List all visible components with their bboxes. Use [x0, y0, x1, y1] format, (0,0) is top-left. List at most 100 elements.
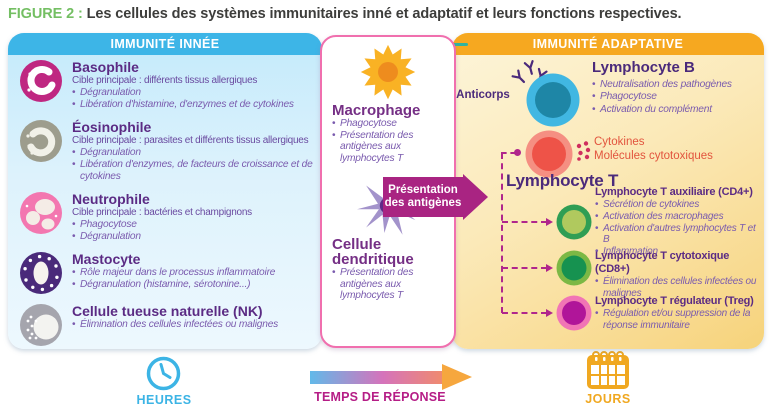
cell-target: Cible principale : différents tissus all… [72, 75, 258, 86]
connector-arrowhead-treg [546, 308, 553, 317]
mast-cell-icon [20, 252, 62, 294]
cell-bullet: Dégranulation [72, 231, 252, 243]
cytokine-dots-icon [576, 141, 591, 161]
cell-bullet: Activation d'autres lymphocytes T et B [595, 223, 761, 247]
cytokines-label: Cytokines [594, 136, 645, 148]
neutrophile-text: Neutrophile Cible principale : bactéries… [72, 191, 252, 243]
cell-bullet: Régulation et/ou suppression de la répon… [595, 308, 761, 332]
dendritic-cell-title: Cellule dendritique [332, 236, 414, 268]
cell-bullet: Phagocytose [332, 118, 444, 130]
cell-bullet: Dégranulation [72, 147, 314, 159]
treg-regulatory-t-text: Lymphocyte T régulateur (Treg) Régulatio… [595, 295, 761, 332]
adaptive-panel-header: IMMUNITÉ ADAPTATIVE [452, 33, 764, 55]
cell-bullet: Dégranulation [72, 87, 294, 99]
innate-panel-header: IMMUNITÉ INNÉE [8, 33, 322, 55]
antibody-icon [511, 60, 548, 84]
connector-arrowhead-cd8 [546, 263, 553, 272]
connector-branch-treg [502, 312, 547, 314]
antibodies-label: Anticorps [456, 89, 510, 101]
list-item-basophile: Basophile Cible principale : différents … [19, 59, 316, 111]
subtype-name: Lymphocyte T cytotoxique (CD8+) [595, 250, 730, 275]
cell-bullet: Présentation des antigènes aux lymphocyt… [332, 130, 444, 165]
arrow-head [463, 174, 488, 220]
cell-bullet: Élimination des cellules infectées ou ma… [595, 276, 761, 300]
cd4-helper-t-cell-icon [556, 204, 592, 240]
cell-bullet: Libération d'enzymes, de facteurs de cro… [72, 159, 314, 183]
cd8-cytotoxic-t-text: Lymphocyte T cytotoxique (CD8+) Éliminat… [595, 250, 761, 300]
subtype-bullets: Sécrétion de cytokines Activation des ma… [595, 199, 761, 258]
hours-label: HEURES [136, 393, 192, 407]
antigen-presenting-cells-panel: Macrophage Phagocytose Présentation des … [320, 35, 456, 348]
macrophage-title: Macrophage [332, 102, 421, 119]
cell-target: Cible principale : bactéries et champign… [72, 207, 252, 218]
list-item-nk-cell: Cellule tueuse naturelle (NK) Éliminatio… [19, 303, 316, 347]
figure-title-text: Les cellules des systèmes immunitaires i… [86, 6, 682, 22]
lymphocyte-b-bullets: Neutralisation des pathogènes Phagocytos… [592, 79, 732, 117]
clock-icon [146, 356, 181, 391]
calendar-icon [587, 351, 629, 389]
cell-bullet: Sécrétion de cytokines [595, 199, 761, 211]
connector-arrowhead-cd4 [546, 217, 553, 226]
cell-bullet: Phagocytose [592, 91, 732, 104]
subtype-bullets: Élimination des cellules infectées ou ma… [595, 276, 761, 300]
list-item-neutrophile: Neutrophile Cible principale : bactéries… [19, 191, 316, 243]
cell-bullet: Activation des macrophages [595, 211, 761, 223]
days-label: JOURS [585, 392, 631, 406]
nk-cell-text: Cellule tueuse naturelle (NK) Éliminatio… [72, 303, 278, 347]
figure-title: FIGURE 2 : Les cellules des systèmes imm… [8, 6, 768, 22]
cell-bullet: Inflammation [595, 246, 761, 258]
basophile-text: Basophile Cible principale : différents … [72, 59, 294, 111]
cytokines-labels: Cytokines Molécules cytotoxiques [594, 135, 713, 163]
innate-cells-list: Basophile Cible principale : différents … [8, 55, 322, 347]
connector-branch-cd4 [502, 221, 547, 223]
lymphocyte-b-title: Lymphocyte B [592, 59, 695, 76]
adaptive-immunity-panel: IMMUNITÉ ADAPTATIVE Anticorps Lymphocyte… [452, 33, 764, 349]
b-lymphocyte-cell-icon [526, 73, 580, 127]
cell-bullet: Dégranulation (histamine, sérotonine...) [72, 279, 275, 291]
cd4-helper-t-text: Lymphocyte T auxiliaire (CD4+) Sécrétion… [595, 186, 761, 258]
arrow-label-line2: des antigènes [384, 197, 462, 209]
eosinophile-text: Éosinophile Cible principale : parasites… [72, 119, 314, 183]
connector-dash [450, 43, 468, 46]
nk-cell-icon [20, 304, 62, 346]
cell-bullet: Activation du complément [592, 104, 732, 117]
antigen-presentation-arrow: Présentation des antigènes [383, 174, 488, 220]
subtype-name: Lymphocyte T auxiliaire (CD4+) [595, 186, 753, 198]
arrow-label-line1: Présentation [388, 184, 458, 196]
cell-name: Neutrophile [72, 191, 150, 207]
arrow-label: Présentation des antigènes [383, 177, 463, 217]
cell-bullet: Libération d'histamine, d'enzymes et de … [72, 99, 294, 111]
lymphocyte-t-title: Lymphocyte T [506, 171, 619, 190]
cell-bullet: Élimination des cellules infectées ou ma… [72, 319, 278, 331]
cell-name: Éosinophile [72, 119, 152, 135]
treg-regulatory-t-cell-icon [556, 295, 592, 331]
subtype-name: Lymphocyte T régulateur (Treg) [595, 295, 754, 307]
connector-dot [514, 149, 521, 156]
cytotoxic-molecules-label: Molécules cytotoxiques [594, 150, 713, 162]
response-time-arrow-head [442, 364, 472, 390]
connector-branch-cd8 [502, 267, 547, 269]
connector-top-segment [501, 152, 516, 154]
cell-bullet: Rôle majeur dans le processus inflammato… [72, 267, 275, 279]
figure-label: FIGURE 2 : [8, 6, 83, 22]
neutrophil-cell-icon [20, 192, 62, 234]
connector-vertical-line [501, 153, 503, 313]
innate-immunity-panel: IMMUNITÉ INNÉE Basophile Cible principal… [8, 33, 322, 349]
macrophage-cell-icon [360, 44, 416, 100]
basophil-cell-icon [20, 60, 62, 102]
cell-name: Basophile [72, 59, 139, 75]
subtype-bullets: Régulation et/ou suppression de la répon… [595, 308, 761, 332]
cell-bullet: Neutralisation des pathogènes [592, 79, 732, 92]
cell-bullet: Présentation des antigènes aux lymphocyt… [332, 267, 444, 302]
t-lymphocyte-cell-icon [525, 130, 573, 178]
response-time-arrow-bar [310, 371, 442, 384]
cd8-cytotoxic-t-cell-icon [556, 250, 592, 286]
cell-name: Cellule tueuse naturelle (NK) [72, 303, 263, 319]
list-item-mastocyte: Mastocyte Rôle majeur dans le processus … [19, 251, 316, 295]
response-time-label: TEMPS DE RÉPONSE [314, 390, 446, 404]
list-item-eosinophile: Éosinophile Cible principale : parasites… [19, 119, 316, 183]
mastocyte-text: Mastocyte Rôle majeur dans le processus … [72, 251, 275, 295]
cell-name: Mastocyte [72, 251, 141, 267]
eosinophil-cell-icon [20, 120, 62, 162]
